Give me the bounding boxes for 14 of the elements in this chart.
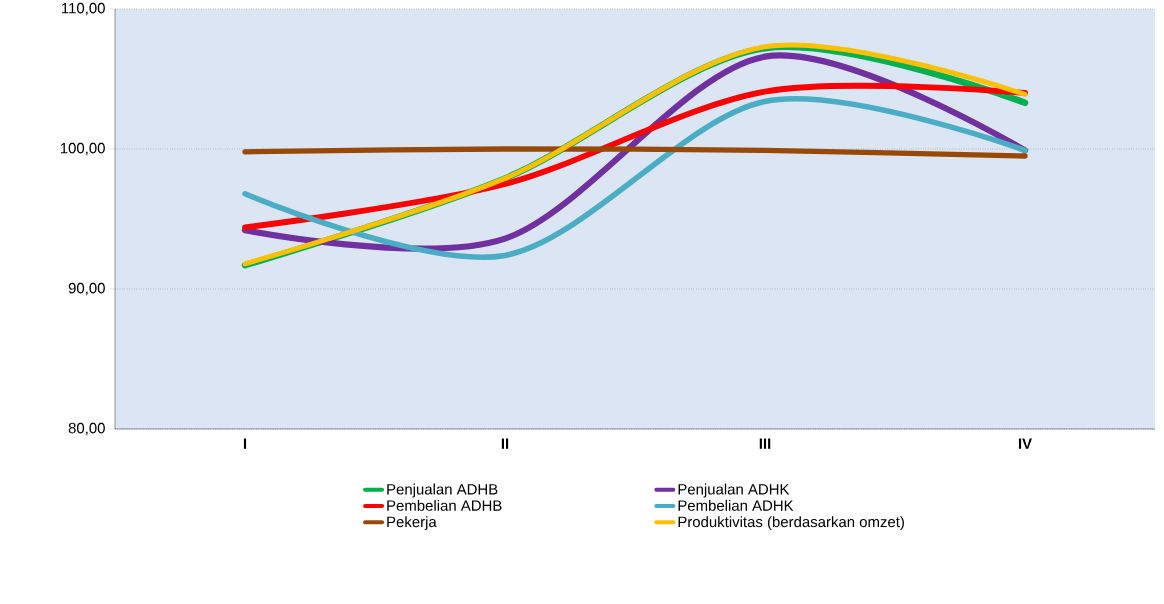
legend-label: Penjualan ADHB <box>387 483 498 498</box>
legend-label: Pembelian ADHB <box>387 499 502 511</box>
legend-label: Pembelian ADHK <box>678 499 794 511</box>
x-tick-label: III <box>759 438 771 449</box>
y-tick-label: 100,00 <box>60 142 105 156</box>
legend-label: Produktivitas (berdasarkan omzet) <box>678 516 904 531</box>
y-tick-label: 90,00 <box>68 282 105 296</box>
y-tick-label: 80,00 <box>68 422 105 436</box>
x-tick-label: I <box>243 438 247 449</box>
x-tick-label: IV <box>1018 438 1032 449</box>
x-tick-label: II <box>501 438 509 449</box>
legend-label: Penjualan ADHK <box>678 483 790 498</box>
y-tick-label: 110,00 <box>62 2 105 16</box>
legend-label: Pekerja <box>387 516 437 531</box>
